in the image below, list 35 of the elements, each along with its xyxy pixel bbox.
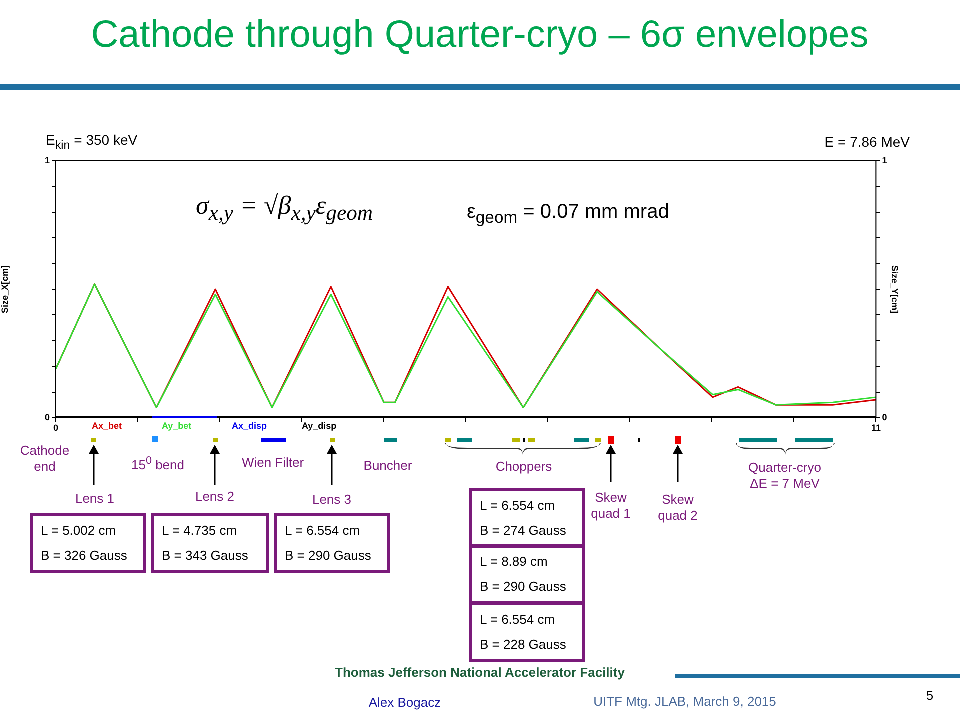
series-label: Ay_bet (162, 420, 192, 431)
annotation: σ$_{x,y}$ = √β$_{x,y}$ε$_{geom}$ (196, 190, 374, 226)
text: UITF Mtg. JLAB, March 9, 2015 (592, 694, 778, 710)
text: Alex Bogacz (368, 695, 442, 711)
text: Lens 3 (311, 492, 353, 508)
text: Buncher (362, 458, 414, 474)
text: 5 (925, 688, 935, 704)
text: Ax_bet (92, 420, 122, 431)
text: Lens 2 (194, 489, 236, 505)
y-axis-title: Size_X[cm] (0, 265, 10, 314)
text: Skew quad 1 (590, 490, 632, 522)
chart-title: Cathode through Quarter-cryo – 6σ envelopes (90, 14, 870, 57)
text: E$_{kin}$ = 350 keV (46, 132, 139, 153)
text: Skew quad 2 (657, 492, 699, 524)
text: L = 6.554 cm B = 290 Gauss (274, 513, 390, 573)
text: Quarter-cryo ΔE = 7 MeV (748, 460, 822, 492)
text: Wien Filter (240, 455, 306, 471)
text: Thomas Jefferson National Accelerator Facility (334, 665, 626, 681)
annotation: ε$_{geom}$ = 0.07 mm mrad (467, 200, 670, 228)
text: Choppers (494, 459, 554, 475)
text: E = 7.86 MeV (824, 134, 910, 151)
text: L = 4.735 cm B = 343 Gauss (151, 513, 269, 573)
y2-tick-label: 1 (882, 155, 888, 166)
x-tick-label: 11 (871, 422, 881, 433)
text: L = 5.002 cm B = 326 Gauss (30, 513, 146, 573)
y2-axis-title: Size_Y[cm] (890, 265, 900, 314)
text: L = 6.554 cm B = 274 Gauss (469, 488, 585, 548)
series-label: Ax_disp (232, 420, 268, 431)
text: L = 8.89 cm B = 290 Gauss (469, 544, 585, 604)
text: 15$^{0}$ bend (130, 455, 186, 473)
text: Cathode end (19, 443, 71, 474)
text: L = 6.554 cm B = 228 Gauss (469, 602, 585, 662)
series-label: Ay_disp (302, 420, 338, 431)
text: Lens 1 (74, 491, 116, 507)
y2-tick-label: 0 (882, 412, 888, 422)
